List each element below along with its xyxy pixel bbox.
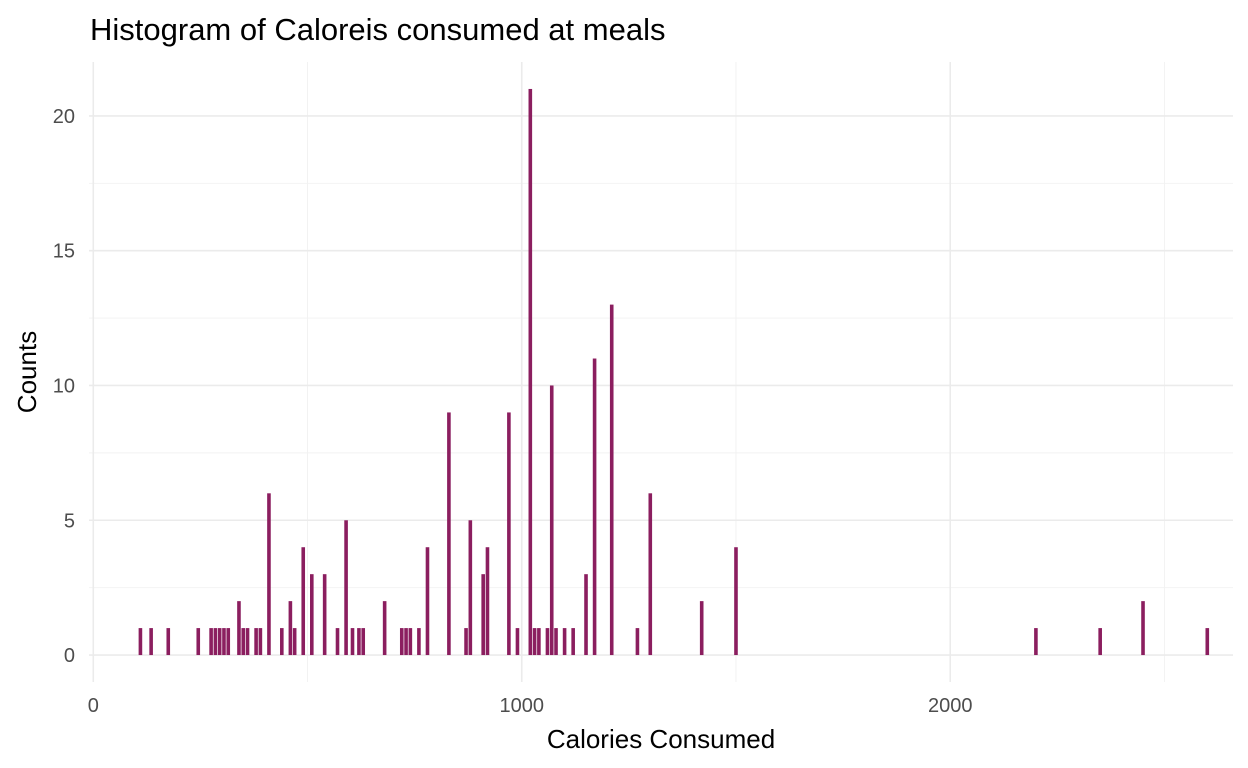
histogram-bar (357, 628, 361, 656)
histogram-bar (399, 628, 404, 656)
histogram-bar (1098, 628, 1102, 656)
histogram-bar (301, 547, 306, 656)
y-axis-ticks: 0 5 10 15 20 (53, 106, 75, 667)
histogram-bar (267, 493, 271, 656)
x-tick-label: 1000 (499, 695, 544, 717)
histogram-bar (1205, 628, 1210, 656)
histogram-bar (361, 628, 366, 656)
chart-title: Histogram of Caloreis consumed at meals (90, 12, 665, 47)
histogram-bar (258, 628, 263, 656)
histogram-bar (280, 628, 284, 656)
histogram-bar (245, 628, 250, 656)
histogram-bar (699, 601, 704, 656)
histogram-bar (425, 547, 430, 656)
histogram-bar (408, 628, 413, 656)
histogram-bar (571, 628, 575, 656)
histogram-bar (507, 412, 511, 656)
histogram-bar (648, 493, 653, 656)
histogram-bar (404, 628, 408, 656)
histogram-bar (592, 358, 597, 656)
histogram-bar (344, 520, 348, 656)
histogram-bar (609, 304, 614, 656)
y-tick-label: 20 (53, 106, 75, 128)
histogram-bar (1141, 601, 1145, 656)
histogram-bar (537, 628, 541, 656)
y-axis-title: Counts (12, 331, 42, 413)
histogram-bar (350, 628, 355, 656)
histogram-bar (241, 628, 246, 656)
histogram-bar (549, 385, 554, 656)
histogram-bar (209, 628, 213, 656)
histogram-bar (528, 88, 533, 656)
x-axis-ticks: 0 1000 2000 (88, 695, 973, 717)
histogram-bar (226, 628, 231, 656)
x-axis-title: Calories Consumed (547, 724, 775, 754)
x-tick-label: 2000 (928, 695, 973, 717)
histogram-bar (417, 628, 421, 656)
histogram-bar (1034, 628, 1038, 656)
y-tick-label: 0 (64, 645, 75, 667)
histogram-bar (382, 601, 387, 656)
y-tick-label: 10 (53, 375, 75, 397)
histogram-bar (149, 628, 153, 656)
histogram-bar (532, 628, 537, 656)
histogram-bar (447, 412, 451, 656)
histogram-bar (237, 601, 241, 656)
histogram-bar (468, 520, 473, 656)
histogram-bar (196, 628, 201, 656)
histogram-bar (335, 628, 340, 656)
bars-group (138, 88, 1210, 656)
histogram-bar (292, 628, 297, 656)
histogram-bar (213, 628, 218, 656)
histogram-bar (554, 628, 558, 656)
y-tick-label: 15 (53, 241, 75, 263)
histogram-bar (545, 628, 550, 656)
histogram-bar (635, 628, 640, 656)
histogram-bar (515, 628, 520, 656)
histogram-bar (464, 628, 468, 656)
histogram-bar (254, 628, 258, 656)
histogram-bar (322, 574, 327, 656)
histogram-bar (310, 574, 314, 656)
histogram-bar (138, 628, 143, 656)
histogram-bar (734, 547, 738, 656)
grid-lines (89, 62, 1233, 682)
y-tick-label: 5 (64, 510, 75, 532)
x-tick-label: 0 (88, 695, 99, 717)
histogram-bar (288, 601, 293, 656)
histogram-bar (584, 574, 588, 656)
histogram-bar (166, 628, 171, 656)
histogram-bar (485, 547, 490, 656)
histogram-bar (217, 628, 222, 656)
histogram-bar (481, 574, 485, 656)
histogram-bar (562, 628, 567, 656)
histogram-bar (222, 628, 226, 656)
